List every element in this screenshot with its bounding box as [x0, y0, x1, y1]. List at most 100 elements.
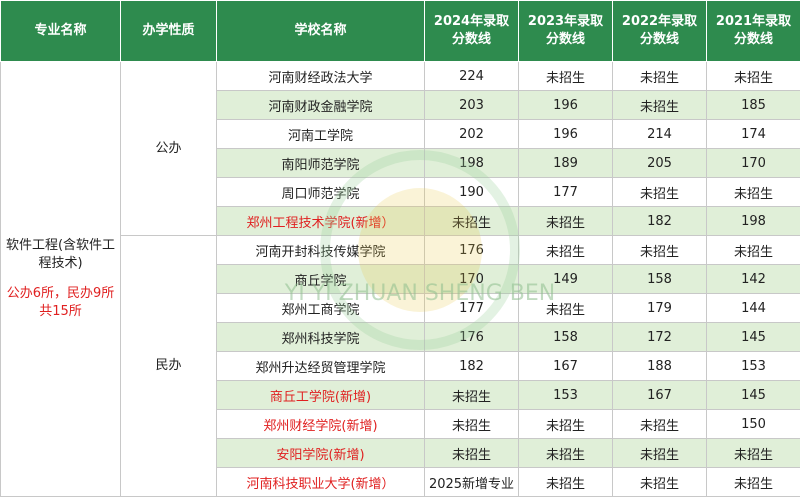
score-2021: 174 — [706, 119, 800, 149]
school-cell: 南阳师范学院 — [216, 148, 425, 178]
header-2021: 2021年录取 分数线 — [706, 0, 800, 62]
score-2021: 153 — [706, 351, 800, 381]
score-2024: 未招生 — [424, 206, 519, 236]
score-2024: 182 — [424, 351, 519, 381]
score-2021: 未招生 — [706, 438, 800, 468]
score-2023: 167 — [518, 351, 613, 381]
table-row: 郑州工程技术学院(新增） 未招生 未招生 182 198 — [1, 206, 800, 236]
score-2022: 205 — [612, 148, 707, 178]
header-row: 专业名称 办学性质 学校名称 2024年录取 分数线 2023年录取 分数线 2… — [0, 0, 800, 62]
score-2023: 149 — [518, 264, 613, 294]
school-cell: 商丘学院 — [216, 264, 425, 294]
score-2024: 未招生 — [424, 409, 519, 439]
table-row: 郑州升达经贸管理学院 182 167 188 153 — [1, 351, 800, 381]
school-cell: 郑州工程技术学院(新增） — [216, 206, 425, 236]
table-row: 商丘学院 170 149 158 142 — [1, 264, 800, 294]
score-2024: 203 — [424, 90, 519, 120]
school-cell: 郑州财经学院(新增) — [216, 409, 425, 439]
score-2022: 172 — [612, 322, 707, 352]
score-2023: 未招生 — [518, 467, 613, 497]
school-cell: 安阳学院(新增) — [216, 438, 425, 468]
score-2022: 未招生 — [612, 235, 707, 265]
score-2021: 未招生 — [706, 235, 800, 265]
type-private: 民办 — [120, 235, 217, 497]
header-school: 学校名称 — [216, 0, 425, 62]
score-2023: 153 — [518, 380, 613, 410]
score-2023: 未招生 — [518, 235, 613, 265]
score-2024: 202 — [424, 119, 519, 149]
score-2024: 224 — [424, 61, 519, 91]
score-2024: 未招生 — [424, 380, 519, 410]
score-2024: 177 — [424, 293, 519, 323]
table-body: 软件工程(含软件工程技术) 公办6所，民办9所共15所 公办 河南财经政法大学 224 未… — [0, 61, 800, 497]
table-row: 商丘工学院(新增) 未招生 153 167 145 — [1, 380, 800, 410]
school-cell: 河南财经政法大学 — [216, 61, 425, 91]
school-cell: 郑州科技学院 — [216, 322, 425, 352]
score-2023: 158 — [518, 322, 613, 352]
table-row: 民办 河南开封科技传媒学院 176 未招生 未招生 未招生 — [1, 235, 800, 497]
table-row: 南阳师范学院 198 189 205 170 — [1, 148, 800, 178]
score-2021: 144 — [706, 293, 800, 323]
score-2023: 177 — [518, 177, 613, 207]
score-2022: 未招生 — [612, 90, 707, 120]
major-cell: 软件工程(含软件工程技术) 公办6所，民办9所共15所 — [0, 61, 121, 497]
header-2022: 2022年录取 分数线 — [612, 0, 707, 62]
school-cell: 郑州工商学院 — [216, 293, 425, 323]
table-row: 河南工学院 202 196 214 174 — [1, 119, 800, 149]
score-2022: 158 — [612, 264, 707, 294]
score-2023: 189 — [518, 148, 613, 178]
header-type: 办学性质 — [120, 0, 217, 62]
score-2021: 142 — [706, 264, 800, 294]
school-cell: 郑州升达经贸管理学院 — [216, 351, 425, 381]
major-count: 公办6所，民办9所共15所 — [6, 286, 115, 319]
score-2024: 176 — [424, 322, 519, 352]
score-2023: 未招生 — [518, 61, 613, 91]
table-row: 软件工程(含软件工程技术) 公办6所，民办9所共15所 公办 河南财经政法大学 224 未… — [0, 61, 800, 497]
score-2024: 未招生 — [424, 438, 519, 468]
table-row: 郑州工商学院 177 未招生 179 144 — [1, 293, 800, 323]
score-2021: 145 — [706, 322, 800, 352]
score-2023: 未招生 — [518, 438, 613, 468]
score-2023: 196 — [518, 90, 613, 120]
score-2022: 167 — [612, 380, 707, 410]
score-2022: 188 — [612, 351, 707, 381]
score-2021: 150 — [706, 409, 800, 439]
score-2021: 170 — [706, 148, 800, 178]
score-2023: 未招生 — [518, 409, 613, 439]
table-row: 河南科技职业大学(新增） 2025新增专业 未招生 未招生 未招生 — [1, 467, 800, 497]
score-2021: 未招生 — [706, 61, 800, 91]
header-major: 专业名称 — [0, 0, 121, 62]
school-cell: 商丘工学院(新增) — [216, 380, 425, 410]
score-2022: 182 — [612, 206, 707, 236]
score-2022: 未招生 — [612, 467, 707, 497]
score-2024: 2025新增专业 — [424, 467, 519, 497]
score-2021: 145 — [706, 380, 800, 410]
score-2021: 198 — [706, 206, 800, 236]
score-2023: 未招生 — [518, 206, 613, 236]
score-2023: 未招生 — [518, 293, 613, 323]
type-public: 公办 — [120, 61, 217, 236]
major-name: 软件工程(含软件工程技术) — [5, 238, 116, 271]
table-row: 郑州科技学院 176 158 172 145 — [1, 322, 800, 352]
header-2023: 2023年录取 分数线 — [518, 0, 613, 62]
score-2022: 179 — [612, 293, 707, 323]
table-row: 郑州财经学院(新增) 未招生 未招生 未招生 150 — [1, 409, 800, 439]
score-2024: 190 — [424, 177, 519, 207]
school-cell: 河南工学院 — [216, 119, 425, 149]
score-2024: 170 — [424, 264, 519, 294]
score-2024: 198 — [424, 148, 519, 178]
score-2022: 未招生 — [612, 61, 707, 91]
school-cell: 河南财政金融学院 — [216, 90, 425, 120]
score-2022: 未招生 — [612, 177, 707, 207]
header-2024: 2024年录取 分数线 — [424, 0, 519, 62]
score-2021: 185 — [706, 90, 800, 120]
score-2024: 176 — [424, 235, 519, 265]
school-cell: 河南科技职业大学(新增） — [216, 467, 425, 497]
score-2023: 196 — [518, 119, 613, 149]
table-row: 安阳学院(新增) 未招生 未招生 未招生 未招生 — [1, 438, 800, 468]
school-cell: 河南开封科技传媒学院 — [216, 235, 425, 265]
score-2021: 未招生 — [706, 177, 800, 207]
school-cell: 周口师范学院 — [216, 177, 425, 207]
